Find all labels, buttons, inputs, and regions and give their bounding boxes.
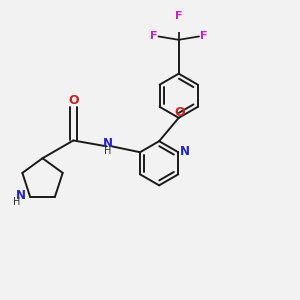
Text: F: F [150,32,158,41]
Text: O: O [174,106,184,119]
Text: H: H [104,146,112,156]
Text: N: N [16,189,26,202]
Text: N: N [180,145,190,158]
Text: F: F [175,11,182,22]
Text: O: O [68,94,79,107]
Text: H: H [13,197,20,207]
Text: N: N [103,137,113,150]
Text: F: F [200,32,208,41]
